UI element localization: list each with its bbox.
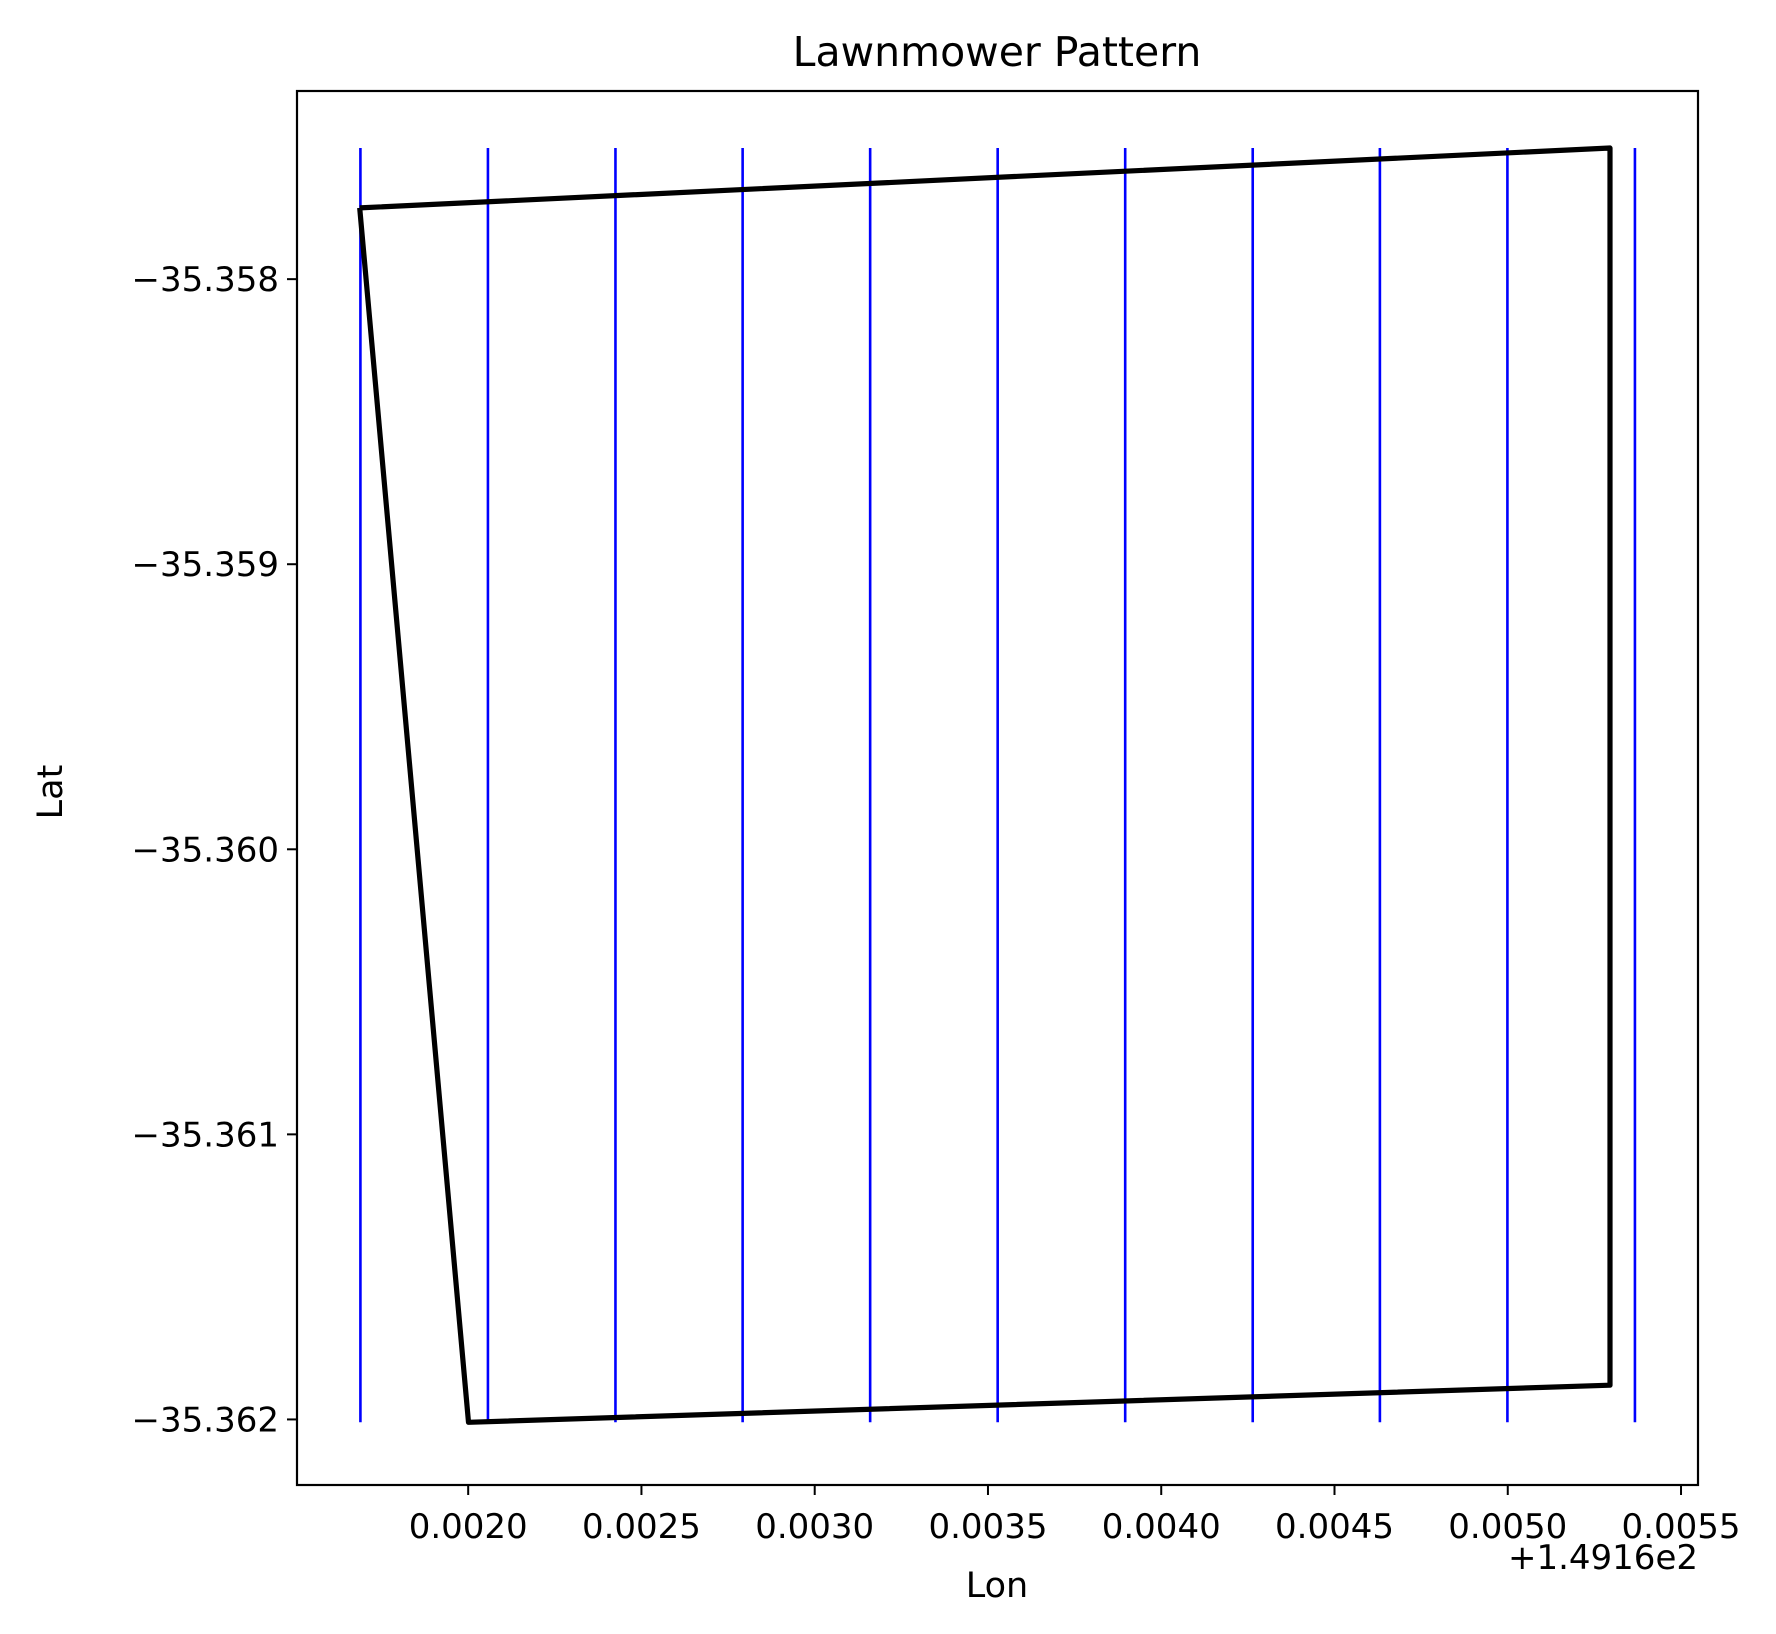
y-tick-label: −35.360 (132, 830, 279, 870)
sweep-lines (359, 148, 1637, 1423)
boundary-line (357, 145, 1613, 1425)
x-axis-ticks: 0.0020 0.0025 0.0030 0.0035 0.0040 0.0045 0.00… (409, 1485, 1741, 1547)
x-axis-offset-label: +1.4916e2 (1508, 1538, 1698, 1578)
y-axis-ticks: −35.358 −35.359 −35.360 −35.361 −35.362 (132, 260, 297, 1440)
y-axis-label: Lat (31, 765, 71, 820)
x-tick-label: 0.0035 (928, 1507, 1047, 1547)
y-tick-label: −35.362 (132, 1400, 279, 1440)
boundary-polygon (357, 145, 1613, 1425)
plot-frame (295, 89, 1700, 1487)
x-tick-label: 0.0055 (1622, 1507, 1741, 1547)
x-tick-label: 0.0045 (1275, 1507, 1394, 1547)
x-tick-label: 0.0020 (409, 1507, 528, 1547)
x-tick-label: 0.0040 (1102, 1507, 1221, 1547)
y-tick-label: −35.361 (132, 1115, 279, 1155)
y-tick-label: −35.359 (132, 545, 279, 585)
x-tick-label: 0.0025 (582, 1507, 701, 1547)
y-tick-label: −35.358 (132, 260, 279, 300)
x-axis-label: Lon (966, 1566, 1028, 1606)
x-tick-label: 0.0050 (1448, 1507, 1567, 1547)
chart-title: Lawnmower Pattern (793, 28, 1202, 76)
x-tick-label: 0.0030 (755, 1507, 874, 1547)
